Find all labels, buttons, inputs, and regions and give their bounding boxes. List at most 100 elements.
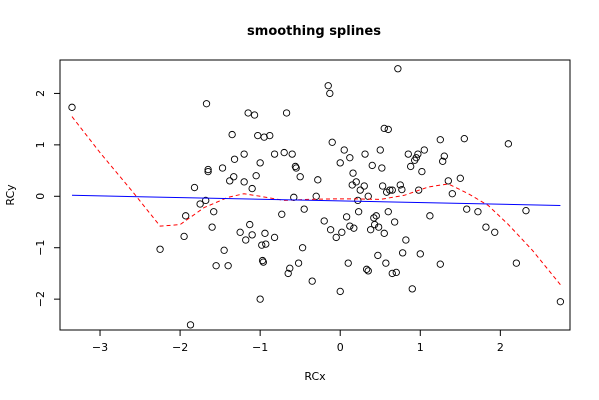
scatter-point (286, 264, 294, 272)
spline-curve-dashed (71, 116, 561, 286)
scatter-point (226, 177, 234, 185)
x-axis-label: RCx (304, 370, 326, 383)
scatter-point (270, 233, 279, 242)
scatter-point (242, 236, 250, 244)
scatter-point (399, 249, 407, 257)
scatter-point (210, 208, 218, 216)
scatter-point (556, 298, 565, 306)
scatter-point (224, 262, 232, 270)
scatter-point (346, 222, 354, 230)
scatter-point (328, 138, 336, 146)
scatter-point (491, 228, 499, 236)
scatter-point (212, 262, 220, 270)
scatter-point (378, 164, 386, 172)
scatter-point (368, 161, 376, 170)
x-axis: −3 −2 −1 0 1 2 (92, 330, 504, 354)
scatter-point (474, 208, 482, 216)
scatter-point (340, 146, 348, 154)
scatter-point (456, 174, 464, 182)
scatter-point (314, 176, 322, 184)
scatter-point (202, 196, 210, 205)
scatter-point (260, 133, 268, 141)
scatter-point (436, 136, 444, 144)
scatter-point (342, 213, 351, 221)
scatter-point (246, 220, 254, 229)
scatter-point (296, 173, 304, 181)
scatter-point (354, 196, 362, 205)
scatter-point (414, 150, 422, 158)
scatter-point (220, 246, 228, 254)
scatter-point (388, 186, 396, 194)
scatter-point (439, 157, 447, 165)
scatter-point (180, 232, 188, 241)
scatter-point (460, 135, 468, 143)
scatter-point (258, 256, 267, 265)
scatter-point (463, 205, 471, 213)
scatter-point (266, 131, 274, 140)
scatter-point (402, 236, 410, 244)
scatter-point (404, 150, 412, 158)
scatter-point (288, 150, 296, 158)
scatter-point (415, 186, 423, 194)
scatter-point (254, 131, 262, 140)
x-tick-label: −3 (92, 341, 108, 354)
scatter-point (312, 192, 320, 200)
scatter-point (380, 124, 388, 133)
scatter-point (366, 226, 375, 234)
scatter-point (444, 177, 452, 185)
scatter-point (388, 269, 396, 278)
scatter-point (204, 167, 212, 176)
y-tick-label: −2 (34, 291, 47, 307)
scatter-point (280, 148, 288, 157)
scatter-point (230, 173, 238, 181)
scatter-point (336, 287, 344, 296)
scatter-point (512, 259, 521, 267)
x-tick-label: −1 (252, 341, 268, 354)
scatter-point (284, 269, 292, 278)
scatter-point (374, 223, 383, 231)
scatter-points (68, 65, 565, 329)
scatter-point (440, 152, 448, 160)
scatter-point (356, 186, 364, 194)
scatter-point (324, 82, 332, 90)
scatter-point (418, 167, 426, 176)
scatter-point (338, 228, 346, 236)
scatter-point (382, 259, 390, 267)
scatter-point (344, 259, 352, 267)
chart-title: smoothing splines (247, 24, 381, 39)
scatter-point (504, 140, 513, 148)
scatter-point (240, 150, 248, 158)
scatter-point (230, 155, 239, 163)
scatter-point (436, 260, 444, 268)
scatter-point (308, 277, 316, 285)
scatter-point (290, 193, 298, 201)
y-tick-label: −1 (34, 240, 47, 256)
scatter-point (326, 89, 334, 98)
x-tick-label: 2 (497, 341, 504, 354)
scatter-point (256, 159, 264, 167)
x-tick-label: −2 (172, 341, 188, 354)
scatter-point (258, 241, 266, 249)
scatter-point (182, 212, 190, 220)
scatter-point (349, 169, 357, 177)
scatter-point (250, 111, 259, 119)
y-tick-label: 1 (34, 141, 47, 148)
scatter-point (270, 150, 279, 158)
scatter-point (261, 229, 269, 237)
scatter-point (398, 185, 406, 194)
scatter-point (407, 162, 415, 171)
fitted-lines (71, 116, 561, 286)
y-tick-label: 2 (34, 90, 47, 97)
scatter-point (346, 154, 354, 162)
scatter-point (244, 109, 252, 117)
x-tick-label: 0 (337, 341, 344, 354)
scatter-point (448, 190, 456, 198)
scatter-point (374, 251, 382, 260)
scatter-point (320, 217, 328, 225)
scatter-point (228, 130, 236, 139)
scatter-point (522, 207, 530, 215)
scatter-point (259, 258, 268, 266)
scatter-point (332, 233, 340, 242)
plot-frame (59, 59, 571, 331)
